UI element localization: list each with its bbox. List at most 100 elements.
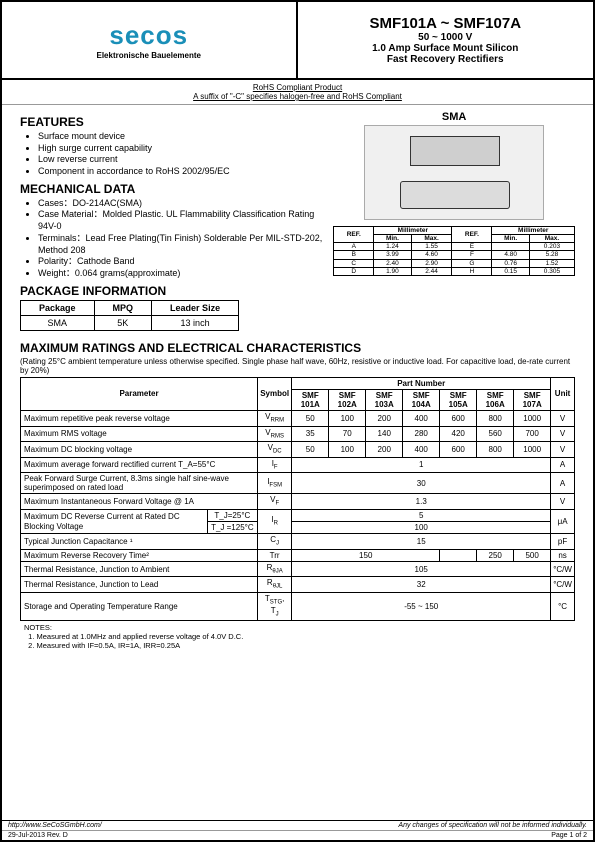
dim-hdr: Millimeter — [374, 227, 452, 235]
dim-cell: F — [452, 251, 492, 259]
th-part: SMF 105A — [440, 389, 477, 410]
val-cell — [440, 549, 477, 561]
dim-cell: 3.99 — [374, 251, 411, 259]
dim-hdr: REF. — [334, 227, 374, 243]
unit-cell: °C/W — [551, 561, 575, 576]
val-cell: 800 — [477, 442, 514, 457]
dim-cell: 2.40 — [374, 259, 411, 267]
param-cell: Thermal Resistance, Junction to Ambient — [21, 561, 258, 576]
dim-cell: 1.55 — [411, 243, 452, 251]
unit-cell: ns — [551, 549, 575, 561]
sym-cell: IFSM — [258, 473, 292, 494]
sym-cell: RθJL — [258, 577, 292, 592]
dim-cell: 4.80 — [492, 251, 529, 259]
val-cell: 560 — [477, 426, 514, 441]
val-cell: 50 — [292, 442, 329, 457]
val-cell: 100 — [292, 522, 551, 534]
val-cell: 600 — [440, 442, 477, 457]
dim-cell: 0.76 — [492, 259, 529, 267]
sym-cell: VF — [258, 494, 292, 509]
pkg-hdr: MPQ — [94, 300, 152, 315]
dim-cell: H — [452, 267, 492, 275]
th-param: Parameter — [21, 377, 258, 411]
val-cell: 1 — [292, 457, 551, 472]
mechanical-title: MECHANICAL DATA — [20, 182, 325, 196]
pkg-info-title: PACKAGE INFORMATION — [20, 284, 325, 298]
sym-cell: TSTG, TJ — [258, 592, 292, 620]
unit-cell: μA — [551, 509, 575, 533]
val-cell: 800 — [477, 411, 514, 426]
mech-item: Case Material：Molded Plastic. UL Flammab… — [38, 209, 325, 232]
sma-label: SMA — [333, 111, 575, 123]
unit-cell: °C/W — [551, 577, 575, 592]
sym-cell: IR — [258, 509, 292, 533]
val-cell: 400 — [403, 442, 440, 457]
package-drawing — [364, 125, 544, 220]
param-cell: Maximum DC blocking voltage — [21, 442, 258, 457]
th-part: SMF 102A — [329, 389, 366, 410]
dim-cell: 1.90 — [374, 267, 411, 275]
val-cell: 600 — [440, 411, 477, 426]
sym-cell: VRMS — [258, 426, 292, 441]
val-cell: 100 — [329, 442, 366, 457]
mech-item: Weight：0.064 grams(approximate) — [38, 268, 325, 280]
footer-date: 29-Jul-2013 Rev. D — [8, 832, 68, 839]
ratings-title: MAXIMUM RATINGS AND ELECTRICAL CHARACTER… — [20, 341, 575, 355]
cond-cell: T_J =125°C — [207, 522, 257, 534]
rohs-line1: RoHS Compliant Product — [253, 83, 342, 92]
th-symbol: Symbol — [258, 377, 292, 411]
part-title: SMF101A ~ SMF107A — [369, 15, 521, 32]
dim-cell: 1.52 — [529, 259, 574, 267]
param-cell: Peak Forward Surge Current, 8.3ms single… — [21, 473, 258, 494]
unit-cell: V — [551, 411, 575, 426]
feature-item: Component in accordance to RoHS 2002/95/… — [38, 166, 325, 178]
notes-block: NOTES: 1. Measured at 1.0MHz and applied… — [20, 623, 575, 650]
mech-item: Terminals：Lead Free Plating(Tin Finish) … — [38, 233, 325, 256]
th-part: SMF 104A — [403, 389, 440, 410]
val-cell: 1.3 — [292, 494, 551, 509]
val-cell: -55 ~ 150 — [292, 592, 551, 620]
footer-page: Page 1 of 2 — [551, 832, 587, 839]
dim-hdr: REF. — [452, 227, 492, 243]
mechanical-list: Cases：DO-214AC(SMA) Case Material：Molded… — [20, 198, 325, 280]
val-cell: 280 — [403, 426, 440, 441]
pkg-hdr: Leader Size — [152, 300, 239, 315]
val-cell: 200 — [366, 411, 403, 426]
footer: http://www.SeCoSGmbH.com/ Any changes of… — [2, 820, 593, 840]
dim-hdr: Min. — [492, 235, 529, 243]
th-part: SMF 107A — [514, 389, 551, 410]
unit-cell: V — [551, 494, 575, 509]
val-cell: 15 — [292, 534, 551, 549]
param-cell: Maximum average forward rectified curren… — [21, 457, 258, 472]
ratings-note: (Rating 25°C ambient temperature unless … — [20, 357, 575, 375]
val-cell: 32 — [292, 577, 551, 592]
param-cell: Maximum repetitive peak reverse voltage — [21, 411, 258, 426]
footer-disclaimer: Any changes of specification will not be… — [398, 822, 587, 829]
dim-cell: 2.90 — [411, 259, 452, 267]
notes-title: NOTES: — [24, 623, 52, 632]
dim-cell: A — [334, 243, 374, 251]
val-cell: 420 — [440, 426, 477, 441]
dim-cell: 0.15 — [492, 267, 529, 275]
dim-cell: 1.24 — [374, 243, 411, 251]
sym-cell: Trr — [258, 549, 292, 561]
param-cell: Storage and Operating Temperature Range — [21, 592, 258, 620]
val-cell: 1000 — [514, 411, 551, 426]
pkg-hdr: Package — [21, 300, 95, 315]
feature-item: Low reverse current — [38, 154, 325, 166]
sym-cell: VDC — [258, 442, 292, 457]
pkg-info-table: Package MPQ Leader Size SMA 5K 13 inch — [20, 300, 239, 331]
th-unit: Unit — [551, 377, 575, 411]
desc1: 1.0 Amp Surface Mount Silicon — [372, 43, 518, 54]
logo-cell: secos Elektronische Bauelemente — [2, 2, 298, 78]
mech-item: Polarity：Cathode Band — [38, 256, 325, 268]
val-cell: 5 — [292, 509, 551, 521]
val-cell: 70 — [329, 426, 366, 441]
th-partnum: Part Number — [292, 377, 551, 389]
dim-cell: B — [334, 251, 374, 259]
unit-cell: V — [551, 442, 575, 457]
val-cell: 200 — [366, 442, 403, 457]
val-cell: 30 — [292, 473, 551, 494]
logo: secos — [109, 20, 188, 51]
dimension-table: REF. Millimeter REF. Millimeter Min. Max… — [333, 226, 575, 276]
